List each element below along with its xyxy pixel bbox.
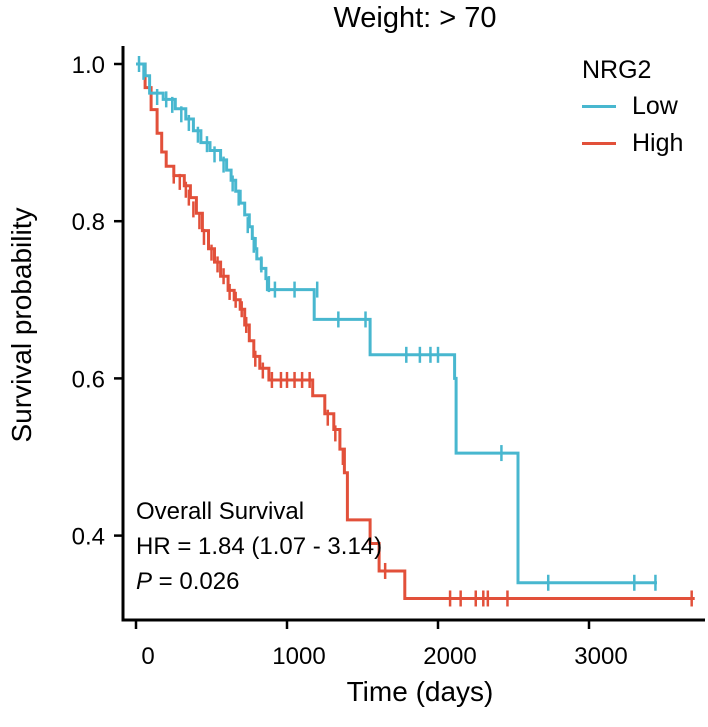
y-tick-label: 0.6 <box>72 366 105 393</box>
legend-swatch-high <box>582 142 616 145</box>
annotation-overall-survival: Overall Survival <box>136 498 305 525</box>
y-axis-label: Survival probability <box>6 207 37 443</box>
legend-title: NRG2 <box>582 56 652 84</box>
x-tick-label: 2000 <box>423 643 476 670</box>
y-tick-label: 0.8 <box>72 209 105 236</box>
x-tick-label: 0 <box>141 643 154 670</box>
annotation-p-value: P = 0.026 <box>136 564 382 599</box>
x-axis-label: Time (days) <box>346 676 494 707</box>
legend-item-high: High <box>582 125 683 162</box>
p-value: = 0.026 <box>152 568 240 595</box>
annotation-hazard-ratio: HR = 1.84 (1.07 - 3.14) <box>136 533 383 560</box>
axes: 0.4 0.6 0.8 1.0 0 1000 2000 3000 <box>72 46 705 670</box>
legend-label-low: Low <box>632 92 678 120</box>
y-tick-label: 0.4 <box>72 524 105 551</box>
survival-curve-low <box>136 62 657 585</box>
chart-title: Weight: > 70 <box>333 2 497 34</box>
x-tick-label: 1000 <box>272 643 325 670</box>
p-symbol: P <box>136 568 153 595</box>
legend-label-high: High <box>632 129 684 157</box>
y-tick-label: 1.0 <box>72 52 105 79</box>
legend-swatch-low <box>582 105 616 108</box>
stats-annotation: Overall Survival HR = 1.84 (1.07 - 3.14)… <box>136 494 382 599</box>
y-axis-label-wrap: Survival probability <box>5 155 39 495</box>
x-tick-label: 3000 <box>574 643 627 670</box>
survival-curves <box>136 56 695 607</box>
legend: NRG2 Low High <box>582 52 683 162</box>
legend-item-low: Low <box>582 88 683 125</box>
